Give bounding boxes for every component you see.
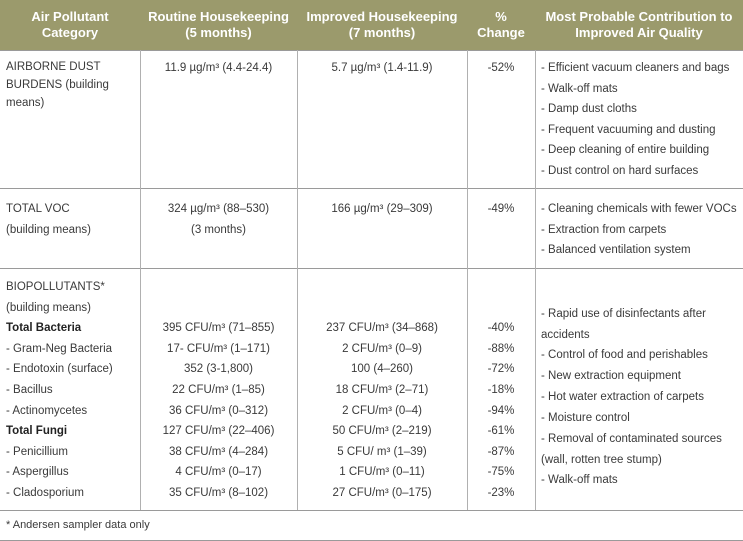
header-cell: Most Probable Contribution to Improved A… [535, 0, 743, 50]
contribution: - Frequent vacuuming and dusting [541, 123, 716, 136]
contribution: - Walk-off mats [541, 474, 618, 486]
category: TOTAL VOC [6, 203, 70, 215]
pollutant-name: Total Bacteria [6, 322, 82, 335]
percent-change: -52% [487, 62, 515, 74]
routine-value: 35 CFU/m³ (8–102) [168, 487, 269, 499]
contribution: - Removal of contaminated sources (wall,… [541, 433, 722, 466]
contribution: - Hot water extraction of carpets [541, 391, 704, 403]
routine-value: 17- CFU/m³ (1–171) [167, 342, 270, 355]
contribution: - New extraction equipment [541, 370, 681, 382]
category: BIOPOLLUTANTS* [6, 281, 105, 293]
routine-value: 22 CFU/m³ (1–85) [172, 384, 265, 396]
percent-change: -40% [487, 322, 515, 335]
row-divider [0, 188, 743, 189]
row-divider [0, 510, 743, 511]
routine-value: 352 (3-1,800) [183, 363, 254, 376]
row-divider [0, 268, 743, 269]
contribution: - Control of food and perishables [541, 349, 708, 361]
pollutant-name: - Gram-Neg Bacteria [6, 342, 113, 355]
improved-value: 50 CFU/m³ (2–219) [332, 425, 432, 438]
improved-value: 1 CFU/m³ (0–11) [339, 466, 425, 479]
pollutant-name: - Endotoxin (surface) [6, 363, 113, 376]
pollutant-name: - Actinomycetes [6, 404, 88, 417]
percent-change: -23% [487, 487, 515, 499]
percent-change: -72% [487, 363, 515, 376]
contribution: - Cleaning chemicals with fewer VOCs [541, 203, 737, 215]
contribution: - Dust control on hard surfaces [541, 165, 699, 177]
percent-change: -94% [487, 404, 515, 417]
contribution: - Moisture control [541, 412, 630, 424]
contribution: - Damp dust cloths [541, 103, 637, 116]
routine-value: 36 CFU/m³ (0–312) [168, 404, 269, 417]
percent-change: -88% [487, 342, 515, 355]
percent-change: -18% [487, 384, 515, 396]
row-divider [0, 50, 743, 51]
contribution: - Balanced ventilation system [541, 244, 691, 257]
pollutant-name: - Penicillium [6, 445, 68, 458]
percent-change: -87% [487, 445, 515, 458]
column-divider [467, 50, 468, 510]
improved-value: 2 CFU/m³ (0–9) [342, 342, 422, 355]
category-note: (building means) [6, 301, 92, 314]
header-cell: % Change [467, 0, 535, 50]
contribution: - Rapid use of disinfectants after accid… [541, 308, 706, 341]
category: AIRBORNE DUST BURDENS (building means) [6, 61, 109, 109]
routine-value: 38 CFU/m³ (4–284) [168, 445, 269, 458]
improved-value: 18 CFU/m³ (2–71) [335, 384, 429, 396]
header-cell: Routine Housekeeping (5 months) [140, 0, 297, 50]
contribution: - Extraction from carpets [541, 223, 667, 236]
percent-change: -61% [487, 425, 515, 438]
improved-value: 27 CFU/m³ (0–175) [332, 487, 432, 499]
improved-value: 5 CFU/ m³ (1–39) [337, 445, 427, 458]
routine-note: (3 months) [191, 223, 246, 236]
pollutant-name: - Aspergillus [6, 466, 69, 479]
footnote: * Andersen sampler data only [6, 519, 150, 531]
percent-change: -75% [487, 466, 515, 479]
contribution: - Efficient vacuum cleaners and bags [541, 62, 730, 74]
contribution: - Walk-off mats [541, 82, 618, 95]
contribution: - Deep cleaning of entire building [541, 144, 710, 157]
column-divider [297, 50, 298, 510]
pollutant-name: - Bacillus [6, 384, 53, 396]
routine-value: 11.9 µg/m³ (4.4-24.4) [164, 62, 273, 74]
header-cell: Air Pollutant Category [0, 0, 140, 50]
header-cell: Improved Housekeeping (7 months) [297, 0, 467, 50]
routine-value: 324 µg/m³ (88–530) [167, 203, 270, 215]
pollutant-name: - Cladosporium [6, 487, 84, 499]
category-note: (building means) [6, 223, 92, 236]
pollutant-name: Total Fungi [6, 425, 68, 438]
routine-value: 395 CFU/m³ (71–855) [162, 322, 275, 335]
improved-value: 2 CFU/m³ (0–4) [342, 404, 422, 417]
improved-value: 237 CFU/m³ (34–868) [326, 322, 438, 335]
improved-value: 100 (4–260) [350, 363, 414, 376]
improved-value: 166 µg/m³ (29–309) [331, 203, 433, 215]
column-divider [535, 50, 536, 510]
routine-value: 127 CFU/m³ (22–406) [162, 425, 275, 438]
column-divider [140, 50, 141, 510]
improved-value: 5.7 µg/m³ (1.4-11.9) [331, 62, 433, 74]
percent-change: -49% [487, 203, 515, 215]
routine-value: 4 CFU/m³ (0–17) [175, 466, 262, 479]
